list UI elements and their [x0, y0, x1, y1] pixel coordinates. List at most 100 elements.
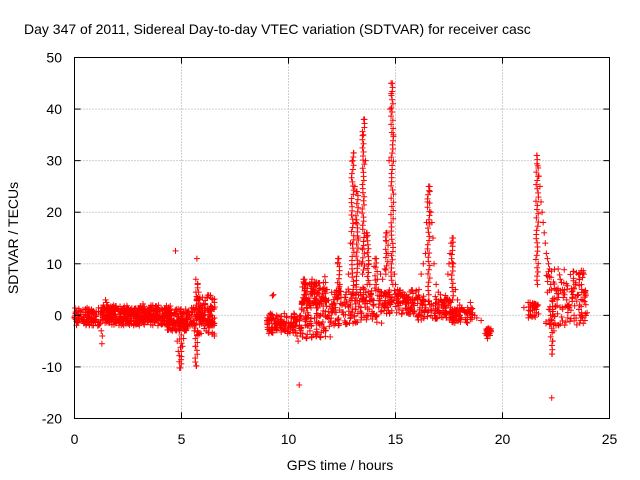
data-point — [385, 250, 392, 257]
data-point-spike — [361, 250, 368, 257]
data-point-band — [347, 297, 354, 304]
data-point-spike — [390, 215, 397, 222]
data-point-band — [378, 308, 385, 315]
data-point-band — [205, 329, 212, 336]
data-point-spike — [533, 169, 540, 176]
data-point-spike — [534, 177, 541, 184]
data-point-band — [362, 297, 369, 304]
data-point-band — [412, 288, 419, 295]
data-point-band — [158, 320, 165, 327]
data-point-band — [409, 290, 416, 297]
data-point — [99, 332, 106, 339]
data-point-spike — [425, 279, 432, 286]
data-point — [539, 209, 546, 216]
data-point — [321, 273, 328, 280]
data-point-band — [573, 269, 580, 276]
y-tick-label: 40 — [46, 101, 62, 117]
data-point-spike — [388, 113, 395, 120]
data-point-band — [386, 300, 393, 307]
data-point-spike — [384, 258, 391, 265]
data-point — [336, 281, 343, 288]
data-point — [549, 351, 556, 358]
data-point-band — [353, 319, 360, 326]
data-point — [363, 229, 370, 236]
data-point-band — [420, 293, 427, 300]
data-point-band — [377, 297, 384, 304]
data-point-spike — [449, 296, 456, 303]
data-point — [194, 281, 201, 288]
data-point-band — [360, 285, 367, 292]
data-point-band — [543, 272, 550, 279]
data-point-band — [464, 319, 471, 326]
data-point-band — [450, 310, 457, 317]
data-point-spike — [425, 291, 432, 298]
data-point-band — [288, 315, 295, 322]
data-point — [567, 307, 574, 314]
data-point-band — [335, 315, 342, 322]
data-point-band — [155, 302, 162, 309]
data-point-band — [117, 313, 124, 320]
data-point — [122, 307, 129, 314]
data-point — [269, 292, 276, 299]
data-point-band — [559, 306, 566, 313]
data-point-band — [437, 309, 444, 316]
grid — [74, 57, 610, 419]
data-point — [176, 358, 183, 365]
data-point — [529, 307, 536, 314]
data-point-band — [152, 303, 159, 310]
data-point-spike — [192, 335, 199, 342]
data-point — [285, 324, 292, 331]
data-point — [303, 296, 310, 303]
data-point-spike — [335, 287, 342, 294]
data-point-band — [422, 304, 429, 311]
data-point — [146, 311, 153, 318]
data-point — [305, 322, 312, 329]
data-point — [173, 327, 180, 334]
data-point-band — [182, 321, 189, 328]
data-point — [295, 338, 302, 345]
data-point — [572, 281, 579, 288]
data-point-band — [299, 333, 306, 340]
data-point — [420, 260, 427, 267]
data-point-spike — [374, 268, 381, 275]
data-point-band — [543, 318, 550, 325]
data-point-spike — [383, 262, 390, 269]
y-tick-labels: -20 -10 0 10 20 30 40 50 — [42, 50, 62, 427]
data-point-spike — [388, 170, 395, 177]
data-point-spike — [426, 233, 433, 240]
x-axis-label: GPS time / hours — [287, 457, 394, 473]
data-point — [373, 255, 380, 262]
data-point-band — [303, 335, 310, 342]
data-point-spike — [360, 214, 367, 221]
data-point — [371, 263, 378, 270]
data-point — [452, 286, 459, 293]
data-point-band — [308, 315, 315, 322]
data-point-band — [554, 296, 561, 303]
data-point-band — [93, 311, 100, 318]
data-point-band — [440, 302, 447, 309]
data-point-spike — [359, 128, 366, 135]
data-point-band — [204, 307, 211, 314]
data-point-spike — [388, 252, 395, 259]
data-point — [350, 149, 357, 156]
data-point-spike — [354, 257, 361, 264]
data-point-spike — [389, 150, 396, 157]
data-point-band — [549, 295, 556, 302]
data-point-band — [398, 311, 405, 318]
data-point-spike — [547, 312, 554, 319]
data-point — [98, 340, 105, 347]
data-point-band — [369, 315, 376, 322]
data-point-band — [380, 292, 387, 299]
data-point-spike — [350, 187, 357, 194]
data-point-spike — [355, 204, 362, 211]
data-point-band — [117, 303, 124, 310]
data-point-spike — [533, 227, 540, 234]
data-point — [195, 289, 202, 296]
data-point-band — [554, 310, 561, 317]
data-point — [150, 312, 157, 319]
data-points — [71, 80, 591, 401]
data-point-spike — [360, 148, 367, 155]
data-point-spike — [534, 268, 541, 275]
